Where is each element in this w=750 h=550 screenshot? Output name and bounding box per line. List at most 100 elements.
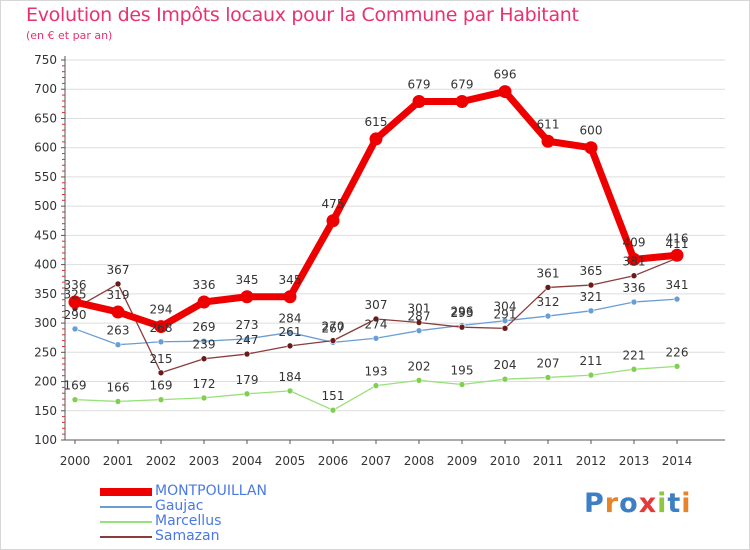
y-tick-label: 700	[34, 82, 57, 96]
x-tick-label: 2000	[60, 454, 91, 468]
data-label: 361	[537, 266, 560, 280]
data-point-marcellus	[243, 390, 251, 398]
data-label: 301	[408, 301, 431, 315]
data-label: 195	[451, 363, 474, 377]
data-label: 193	[365, 365, 388, 379]
legend-label: Samazan	[155, 528, 220, 544]
y-tick-label: 300	[34, 316, 57, 330]
data-label: 290	[64, 308, 87, 322]
data-label: 221	[623, 348, 646, 362]
data-label: 679	[451, 78, 474, 92]
data-label: 274	[365, 317, 388, 331]
y-tick-label: 550	[34, 170, 57, 184]
x-tick-label: 2008	[404, 454, 435, 468]
y-tick-label: 500	[34, 199, 57, 213]
x-tick-label: 2004	[232, 454, 263, 468]
data-point-montpouillan	[584, 141, 598, 155]
logo-letter: i	[681, 488, 692, 519]
data-point-gaujac	[630, 298, 638, 306]
data-point-gaujac	[501, 317, 509, 325]
data-point-samazan	[544, 284, 552, 291]
data-label: 304	[494, 300, 517, 314]
data-point-montpouillan	[240, 290, 254, 304]
legend-label: Gaujac	[155, 498, 204, 514]
chart-title: Evolution des Impôts locaux pour la Comm…	[26, 4, 579, 26]
logo-letter: P	[584, 488, 605, 519]
x-tick-label: 2014	[662, 454, 693, 468]
x-tick-label: 2012	[576, 454, 607, 468]
data-label: 270	[322, 320, 345, 334]
legend-swatch	[100, 521, 152, 523]
data-label: 215	[150, 352, 173, 366]
x-tick-label: 2001	[103, 454, 134, 468]
logo-letter: t	[667, 488, 682, 519]
y-tick-label: 450	[34, 228, 57, 242]
data-point-gaujac	[544, 312, 552, 320]
data-label: 273	[236, 318, 259, 332]
data-label: 341	[666, 278, 689, 292]
data-point-gaujac	[243, 335, 251, 343]
data-label: 151	[322, 389, 345, 403]
data-point-marcellus	[286, 387, 294, 395]
y-tick-label: 250	[34, 345, 57, 359]
data-label: 409	[623, 235, 646, 249]
data-label: 166	[107, 380, 130, 394]
data-point-montpouillan	[154, 320, 168, 334]
data-point-montpouillan	[68, 295, 82, 309]
data-point-gaujac	[587, 307, 595, 315]
data-label: 365	[580, 264, 603, 278]
data-point-marcellus	[114, 398, 122, 405]
x-tick-label: 2011	[533, 454, 564, 468]
data-label: 204	[494, 358, 517, 372]
data-label: 169	[64, 379, 87, 393]
data-label: 336	[623, 281, 646, 295]
data-point-marcellus	[630, 365, 638, 373]
x-tick-label: 2013	[619, 454, 650, 468]
legend-label: Marcellus	[155, 513, 222, 529]
data-point-montpouillan	[412, 95, 426, 109]
data-point-montpouillan	[111, 305, 125, 319]
data-point-samazan	[458, 323, 466, 331]
data-point-gaujac	[157, 338, 165, 346]
x-tick-label: 2005	[275, 454, 306, 468]
data-point-marcellus	[544, 374, 552, 381]
data-label: 291	[494, 307, 517, 321]
chart-subtitle: (en € et par an)	[26, 29, 113, 42]
data-point-montpouillan	[541, 134, 555, 148]
data-label: 211	[580, 354, 603, 368]
data-point-montpouillan	[283, 290, 297, 304]
data-point-samazan	[200, 355, 208, 363]
data-point-samazan	[372, 315, 380, 323]
data-point-montpouillan	[627, 252, 641, 266]
data-label: 336	[193, 278, 216, 292]
data-label: 293	[451, 306, 474, 320]
data-point-montpouillan	[197, 295, 211, 309]
data-point-gaujac	[372, 334, 380, 342]
data-point-samazan	[286, 342, 294, 350]
data-point-samazan	[157, 369, 165, 377]
data-point-marcellus	[458, 381, 466, 388]
data-label: 615	[365, 115, 388, 129]
data-label: 226	[666, 345, 689, 359]
data-point-samazan	[630, 272, 638, 280]
logo-letter: o	[619, 488, 639, 519]
y-tick-label: 600	[34, 141, 57, 155]
y-tick-label: 150	[34, 404, 57, 418]
data-label: 296	[451, 304, 474, 318]
legend-swatch	[100, 506, 152, 508]
data-label: 411	[666, 237, 689, 251]
data-label: 416	[666, 231, 689, 245]
data-label: 179	[236, 373, 259, 387]
data-point-marcellus	[501, 375, 509, 383]
data-label: 184	[279, 370, 302, 384]
data-point-gaujac	[71, 325, 79, 333]
data-label: 307	[365, 298, 388, 312]
data-label: 319	[107, 288, 130, 302]
proxiti-logo: Proxiti	[584, 488, 692, 519]
data-point-gaujac	[286, 329, 294, 336]
data-label: 172	[193, 377, 216, 391]
data-label: 367	[107, 263, 130, 277]
y-tick-label: 400	[34, 258, 57, 272]
data-label: 345	[279, 273, 302, 287]
